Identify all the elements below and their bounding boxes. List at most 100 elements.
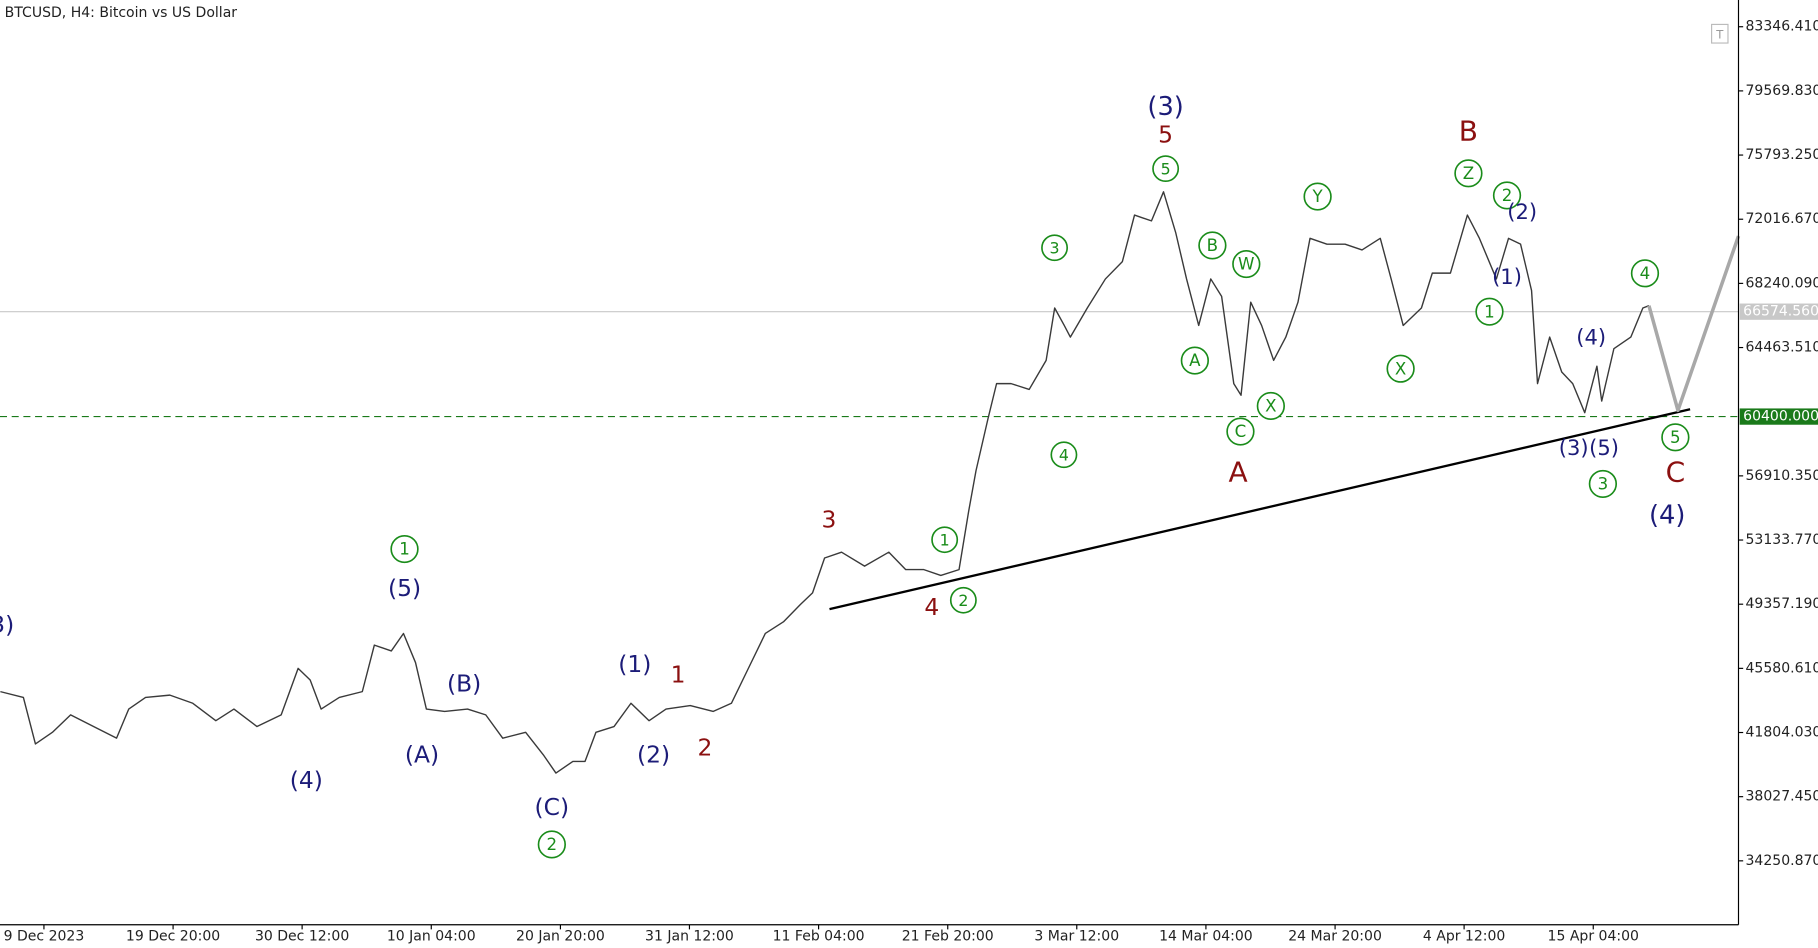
wave-label: (2) [637,742,670,769]
wave-label: 3 [821,507,836,534]
x-tick-label: 31 Jan 12:00 [645,928,734,944]
price-level-label: 66574.560 [1743,304,1818,320]
wave-label: 5 [1158,122,1173,149]
price-level-box [1739,408,1818,425]
x-tick-label: 14 Mar 04:00 [1159,928,1253,944]
wave-label: (C) [535,794,570,821]
wave-label: B [1207,236,1218,255]
wave-label: (4) [290,767,323,794]
x-tick-label: 24 Mar 20:00 [1288,928,1382,944]
wave-circle [1226,417,1255,446]
y-tick-label: 56910.350 [1746,468,1818,484]
wave-label: 3 [1598,475,1609,494]
wave-label: (3) [1559,436,1589,460]
y-tick-label: 49357.190 [1746,596,1818,612]
wave-label: 2 [1502,186,1513,205]
y-tick-label: 79569.830 [1746,83,1818,99]
price-level-label: 60400.000 [1743,409,1818,425]
trade-icon-glyph: T [1715,27,1724,41]
wave-label: 2 [547,835,558,854]
x-tick-label: 4 Apr 12:00 [1423,928,1505,944]
wave-circle [1661,423,1690,452]
wave-label: X [1395,359,1406,378]
wave-label: (4) [1649,500,1685,530]
wave-label: 2 [698,735,713,762]
wave-label: Z [1463,164,1474,183]
wave-label: (5) [1589,436,1619,460]
wave-circle [949,586,977,614]
x-tick-label: 20 Jan 20:00 [516,928,605,944]
wave-label: A [1189,351,1201,370]
y-tick-label: 68240.090 [1746,275,1818,291]
y-tick-label: 34250.870 [1746,853,1818,869]
wave-circle [1588,469,1618,498]
y-tick-label: 38027.450 [1746,789,1818,805]
price-line [0,191,1650,774]
x-tick-label: 10 Jan 04:00 [387,928,476,944]
x-tick-label: 11 Feb 04:00 [773,928,865,944]
wave-label: (3) [1147,92,1183,122]
wave-label: A [1229,455,1248,488]
wave-circle [1041,234,1069,262]
wave-label: 1 [1484,302,1495,321]
wave-circle [1256,391,1285,421]
wave-label: C [1235,422,1247,441]
wave-label: 2 [958,591,968,610]
wave-circle [1630,259,1660,288]
price-level-box [1739,303,1818,320]
wave-circle [1454,159,1483,188]
wave-label: C [1666,455,1686,488]
wave-label: X [1265,397,1276,416]
wave-label: 3 [1050,238,1060,257]
wave-label: (1) [1492,265,1522,289]
wave-label: 4 [1640,264,1651,283]
wave-label: 5 [1161,159,1171,178]
price-line [1647,235,1741,413]
x-tick-label: 15 Apr 04:00 [1548,928,1639,944]
y-tick-label: 45580.610 [1746,660,1818,676]
wave-circle [931,526,959,554]
wave-label: 4 [924,594,939,621]
x-tick-label: 30 Dec 12:00 [255,928,349,944]
plot-area [0,191,1741,774]
chart-title: BTCUSD, H4: Bitcoin vs US Dollar [5,5,238,21]
wave-label: 1 [671,661,686,688]
wave-circle [1232,249,1261,279]
wave-label: (4) [1576,326,1606,350]
wave-label: W [1238,255,1254,274]
x-tick-label: 3 Mar 12:00 [1034,928,1119,944]
wave-circle [1386,354,1415,383]
wave-label: 4 [1059,445,1069,464]
wave-circle [390,534,419,564]
wave-circle [1198,231,1227,260]
wave-label: B [1459,115,1478,148]
trade-icon[interactable] [1711,23,1729,44]
wave-label: 5 [1670,428,1681,447]
x-tick-label: 9 Dec 2023 [4,928,85,944]
y-tick-label: 83346.410 [1746,19,1818,35]
wave-label: 1 [399,540,410,559]
x-tick-label: 21 Feb 20:00 [902,928,994,944]
y-tick-label: 53133.770 [1746,532,1818,548]
wave-circle [1050,441,1078,469]
wave-label: (3) [0,611,14,638]
wave-label: (1) [618,651,651,678]
wave-circle [1303,182,1332,211]
wave-label: (B) [447,671,481,698]
y-tick-label: 72016.670 [1746,211,1818,227]
wave-label: (2) [1507,200,1537,224]
wave-circle [1475,297,1504,326]
wave-label: Y [1312,187,1324,206]
y-tick-label: 41804.030 [1746,725,1818,741]
wave-circle [537,830,566,859]
wave-circle [1180,346,1209,375]
wave-label: 1 [940,530,950,549]
price-line [829,408,1691,611]
x-tick-label: 19 Dec 20:00 [126,928,220,944]
wave-circle [1492,181,1522,210]
wave-label: (5) [388,575,421,602]
y-tick-label: 64463.510 [1746,340,1818,356]
wave-label: (A) [405,742,439,769]
